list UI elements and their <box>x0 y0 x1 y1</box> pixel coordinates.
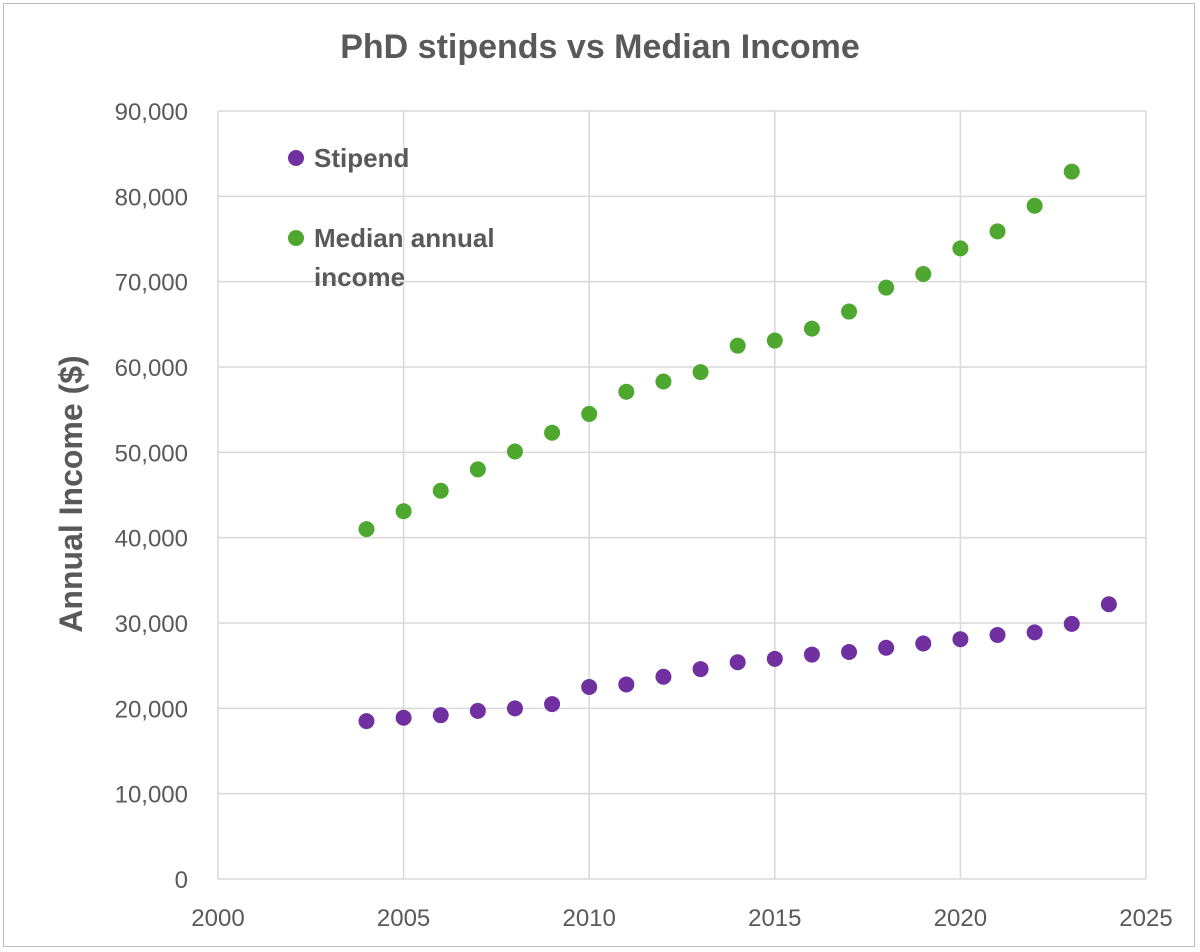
y-tick-label: 80,000 <box>115 184 188 211</box>
y-tick-label: 0 <box>175 867 188 894</box>
y-tick-label: 30,000 <box>115 611 188 638</box>
data-point <box>952 240 969 257</box>
data-point <box>618 676 635 693</box>
data-point <box>766 332 783 349</box>
data-point <box>358 521 375 538</box>
data-point <box>915 635 932 652</box>
legend-label: Stipend <box>314 143 409 173</box>
data-point <box>1063 163 1080 180</box>
data-point <box>655 373 672 390</box>
data-point <box>395 503 412 520</box>
y-tick-label: 60,000 <box>115 355 188 382</box>
data-point <box>544 424 561 441</box>
y-axis-label: Annual Income ($) <box>53 355 89 632</box>
data-point <box>469 702 486 719</box>
data-point <box>989 626 1006 643</box>
x-tick-label: 2010 <box>563 905 616 932</box>
series-1 <box>358 163 1080 538</box>
data-point <box>766 650 783 667</box>
y-axis-ticks: 0 10,000 20,000 30,000 40,000 50,000 60,000 70,… <box>115 99 188 894</box>
data-point <box>878 279 895 296</box>
data-points <box>358 163 1117 730</box>
data-point <box>506 700 523 717</box>
data-point <box>692 661 709 678</box>
legend-marker <box>288 150 304 166</box>
y-tick-label: 50,000 <box>115 440 188 467</box>
data-point <box>581 405 598 422</box>
data-point <box>1100 596 1117 613</box>
data-point <box>358 713 375 730</box>
data-point <box>1026 624 1043 641</box>
x-axis-ticks: 2000 2005 2010 2015 2020 2025 <box>191 905 1172 932</box>
legend-label: income <box>314 262 405 292</box>
data-point <box>655 668 672 685</box>
data-point <box>803 646 820 663</box>
data-point <box>915 265 932 282</box>
data-point <box>803 320 820 337</box>
data-point <box>952 631 969 648</box>
x-tick-label: 2005 <box>377 905 430 932</box>
data-point <box>729 337 746 354</box>
data-point <box>544 696 561 713</box>
legend: Stipend Median annual income <box>288 143 495 292</box>
x-tick-label: 2025 <box>1119 905 1172 932</box>
y-tick-label: 20,000 <box>115 696 188 723</box>
legend-marker <box>288 230 304 246</box>
y-tick-label: 90,000 <box>115 99 188 126</box>
data-point <box>841 644 858 661</box>
x-tick-label: 2015 <box>748 905 801 932</box>
x-tick-label: 2020 <box>934 905 987 932</box>
data-point <box>878 639 895 656</box>
data-point <box>729 654 746 671</box>
data-point <box>1026 197 1043 214</box>
data-point <box>432 482 449 499</box>
data-point <box>692 364 709 381</box>
data-point <box>841 303 858 320</box>
data-point <box>469 461 486 478</box>
x-tick-label: 2000 <box>191 905 244 932</box>
y-tick-label: 70,000 <box>115 270 188 297</box>
y-tick-label: 40,000 <box>115 526 188 553</box>
gridlines <box>217 110 1147 880</box>
data-point <box>581 679 598 695</box>
y-tick-label: 10,000 <box>115 782 188 809</box>
data-point <box>395 709 412 726</box>
chart-title: PhD stipends vs Median Income <box>340 28 860 66</box>
data-point <box>989 223 1006 240</box>
data-point <box>618 383 635 400</box>
chart-frame <box>3 3 1195 947</box>
legend-label: Median annual <box>314 223 495 253</box>
data-point <box>506 443 523 460</box>
series-0 <box>358 596 1117 730</box>
data-point <box>1063 615 1080 632</box>
data-point <box>432 707 449 724</box>
